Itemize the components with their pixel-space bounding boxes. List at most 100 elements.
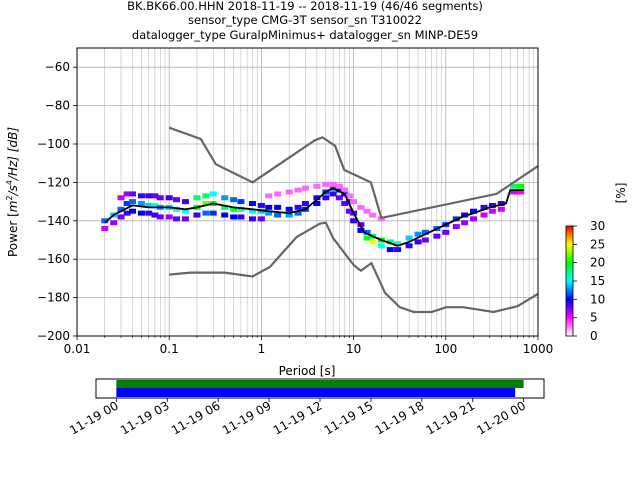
density-cell xyxy=(265,204,273,210)
timeline-tick-label: 11-20 00 xyxy=(474,398,528,437)
density-cell xyxy=(433,233,441,239)
density-cell xyxy=(363,229,371,235)
density-cell xyxy=(173,206,181,212)
density-cell xyxy=(137,193,145,199)
density-cell xyxy=(470,208,478,214)
density-cell xyxy=(129,199,137,205)
density-cell xyxy=(341,201,349,207)
density-cell xyxy=(368,239,376,245)
density-cell xyxy=(394,247,402,253)
timeline-tick-label: 11-19 18 xyxy=(373,398,427,437)
density-cell xyxy=(137,210,145,216)
density-cell xyxy=(129,191,137,197)
density-cell xyxy=(248,216,256,222)
density-cell xyxy=(510,189,518,195)
density-cell xyxy=(313,195,321,201)
density-cell xyxy=(181,208,189,214)
x-tick-label: 0.1 xyxy=(160,342,179,356)
colorbar-tick-label: 10 xyxy=(590,292,605,306)
density-cell xyxy=(202,193,210,199)
density-cell xyxy=(230,214,238,220)
timeline-tick-label: 11-19 15 xyxy=(322,398,376,437)
mean-curve xyxy=(104,187,524,247)
density-cell xyxy=(335,183,343,189)
density-cell xyxy=(202,201,210,207)
density-cell xyxy=(510,183,518,189)
density-cell xyxy=(421,229,429,235)
density-cell xyxy=(488,202,496,208)
x-tick-label: 0.01 xyxy=(64,342,91,356)
density-cell xyxy=(117,214,125,220)
density-cell xyxy=(517,183,525,189)
y-tick-label: −60 xyxy=(45,60,70,74)
density-cell xyxy=(345,208,353,214)
timeline-tick-label: 11-19 00 xyxy=(67,398,121,437)
density-cell xyxy=(329,191,337,197)
density-cell xyxy=(329,181,337,187)
density-cell xyxy=(257,216,265,222)
density-cell xyxy=(322,195,330,201)
x-axis-ticks: 0.01 0.1 1 10 100 1000 xyxy=(64,336,554,356)
density-cell xyxy=(221,212,229,218)
colorbar-tick-label: 0 xyxy=(590,329,598,343)
timeline-tick-label: 11-19 06 xyxy=(169,398,223,437)
density-cell xyxy=(173,216,181,222)
colorbar-label: [%] xyxy=(614,183,628,204)
density-cell xyxy=(151,212,159,218)
density-cell xyxy=(345,199,353,205)
density-cell xyxy=(363,208,371,214)
density-cell xyxy=(322,181,330,187)
density-cell xyxy=(497,206,505,212)
density-cell xyxy=(470,216,478,222)
density-cell xyxy=(488,208,496,214)
y-tick-label: −180 xyxy=(37,291,70,305)
timeline-tick-label: 11-19 09 xyxy=(220,398,274,437)
noise-model-low xyxy=(169,221,538,314)
timeline-bar-available xyxy=(116,388,516,397)
density-cell xyxy=(101,225,109,231)
density-cell xyxy=(221,204,229,210)
density-cell xyxy=(357,227,365,233)
x-tick-label: 100 xyxy=(434,342,457,356)
x-tick-label: 1 xyxy=(258,342,266,356)
density-cell xyxy=(350,199,358,205)
x-tick-label: 1000 xyxy=(523,342,554,356)
density-cell xyxy=(221,195,229,201)
density-cell xyxy=(202,210,210,216)
density-cell xyxy=(285,212,293,218)
timeline-bar-used xyxy=(116,380,524,388)
density-cell xyxy=(117,195,125,201)
density-cell xyxy=(265,193,273,199)
density-cell xyxy=(386,247,394,253)
density-cell xyxy=(173,197,181,203)
density-cell xyxy=(294,204,302,210)
density-cell xyxy=(181,216,189,222)
density-cell xyxy=(145,210,153,216)
density-cell xyxy=(285,189,293,195)
density-cell xyxy=(248,208,256,214)
y-tick-label: −140 xyxy=(37,214,70,228)
density-cell xyxy=(517,189,525,195)
density-cell xyxy=(101,218,109,224)
density-cell xyxy=(363,235,371,241)
density-cell xyxy=(386,239,394,245)
density-cell xyxy=(156,214,164,220)
colorbar-tick-label: 25 xyxy=(590,237,605,251)
timeline-tick-label: 11-19 03 xyxy=(118,398,172,437)
density-cell xyxy=(237,214,245,220)
density-cell xyxy=(151,202,159,208)
colorbar-tick-label: 30 xyxy=(590,219,605,233)
density-cell xyxy=(274,204,282,210)
density-cell xyxy=(209,191,217,197)
density-cell xyxy=(405,243,413,249)
colorbar-tick-label: 15 xyxy=(590,274,605,288)
density-cell xyxy=(414,231,422,237)
y-tick-label: −80 xyxy=(45,99,70,113)
timeline-tick-label: 11-19 21 xyxy=(424,398,478,437)
density-cell xyxy=(145,193,153,199)
colorbar-tick-label: 5 xyxy=(590,311,598,325)
density-cell xyxy=(357,204,365,210)
density-cell xyxy=(313,183,321,189)
title-line-3: datalogger_type GuralpMinimus+ datalogge… xyxy=(132,28,478,42)
